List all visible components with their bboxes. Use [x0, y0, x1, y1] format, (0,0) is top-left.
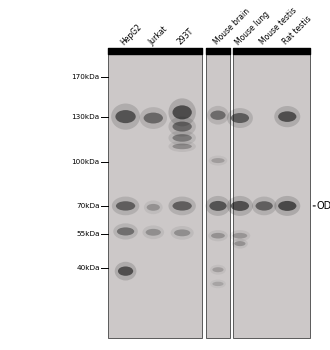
Ellipse shape [255, 201, 273, 211]
Ellipse shape [274, 196, 300, 216]
Ellipse shape [171, 226, 194, 240]
Ellipse shape [252, 197, 277, 215]
Ellipse shape [173, 201, 192, 211]
Ellipse shape [211, 233, 225, 238]
Text: HepG2: HepG2 [119, 22, 144, 47]
Ellipse shape [213, 282, 223, 286]
Ellipse shape [113, 223, 138, 239]
Ellipse shape [143, 225, 164, 239]
Text: 170kDa: 170kDa [72, 74, 100, 80]
Ellipse shape [213, 267, 223, 272]
Ellipse shape [144, 113, 163, 124]
Ellipse shape [173, 144, 192, 149]
Text: 100kDa: 100kDa [72, 159, 100, 165]
Text: Rat testis: Rat testis [281, 14, 313, 47]
Ellipse shape [208, 230, 228, 241]
Ellipse shape [231, 201, 249, 211]
Ellipse shape [227, 108, 253, 128]
Ellipse shape [168, 197, 196, 215]
Text: 70kDa: 70kDa [76, 203, 100, 209]
Ellipse shape [278, 201, 296, 211]
Ellipse shape [168, 131, 196, 145]
Ellipse shape [117, 228, 134, 236]
Ellipse shape [211, 158, 225, 163]
Text: 293T: 293T [176, 27, 196, 47]
Ellipse shape [168, 141, 196, 152]
Ellipse shape [227, 196, 253, 216]
Ellipse shape [278, 111, 296, 122]
Ellipse shape [168, 98, 196, 126]
Text: ODF2: ODF2 [316, 201, 330, 211]
Text: 130kDa: 130kDa [72, 114, 100, 120]
Ellipse shape [209, 155, 227, 166]
Bar [108, 54, 202, 338]
Bar [233, 54, 310, 338]
Ellipse shape [146, 229, 161, 236]
Ellipse shape [232, 239, 248, 248]
Text: Mouse lung: Mouse lung [234, 9, 271, 47]
Ellipse shape [207, 106, 229, 125]
Text: Mouse testis: Mouse testis [258, 6, 298, 47]
Ellipse shape [147, 204, 160, 211]
Ellipse shape [116, 201, 135, 211]
Ellipse shape [210, 280, 226, 288]
Ellipse shape [233, 233, 247, 238]
Ellipse shape [206, 196, 230, 216]
Text: 40kDa: 40kDa [76, 265, 100, 271]
Ellipse shape [274, 106, 300, 127]
Ellipse shape [231, 113, 249, 123]
Ellipse shape [173, 134, 192, 142]
Ellipse shape [140, 107, 167, 129]
Ellipse shape [118, 266, 133, 276]
Ellipse shape [209, 201, 227, 211]
Ellipse shape [173, 121, 192, 132]
Ellipse shape [111, 104, 140, 130]
Ellipse shape [230, 230, 250, 241]
Ellipse shape [115, 110, 136, 123]
Bar [207, 54, 230, 338]
Ellipse shape [115, 262, 136, 280]
Text: Jurkat: Jurkat [147, 24, 169, 47]
Ellipse shape [168, 117, 196, 136]
Ellipse shape [112, 197, 139, 215]
Ellipse shape [173, 105, 192, 119]
Text: Mouse brain: Mouse brain [212, 7, 251, 47]
Ellipse shape [174, 229, 190, 236]
Ellipse shape [144, 201, 163, 214]
Ellipse shape [234, 241, 246, 246]
Text: 55kDa: 55kDa [76, 231, 100, 237]
Ellipse shape [210, 111, 226, 120]
Ellipse shape [210, 265, 226, 275]
